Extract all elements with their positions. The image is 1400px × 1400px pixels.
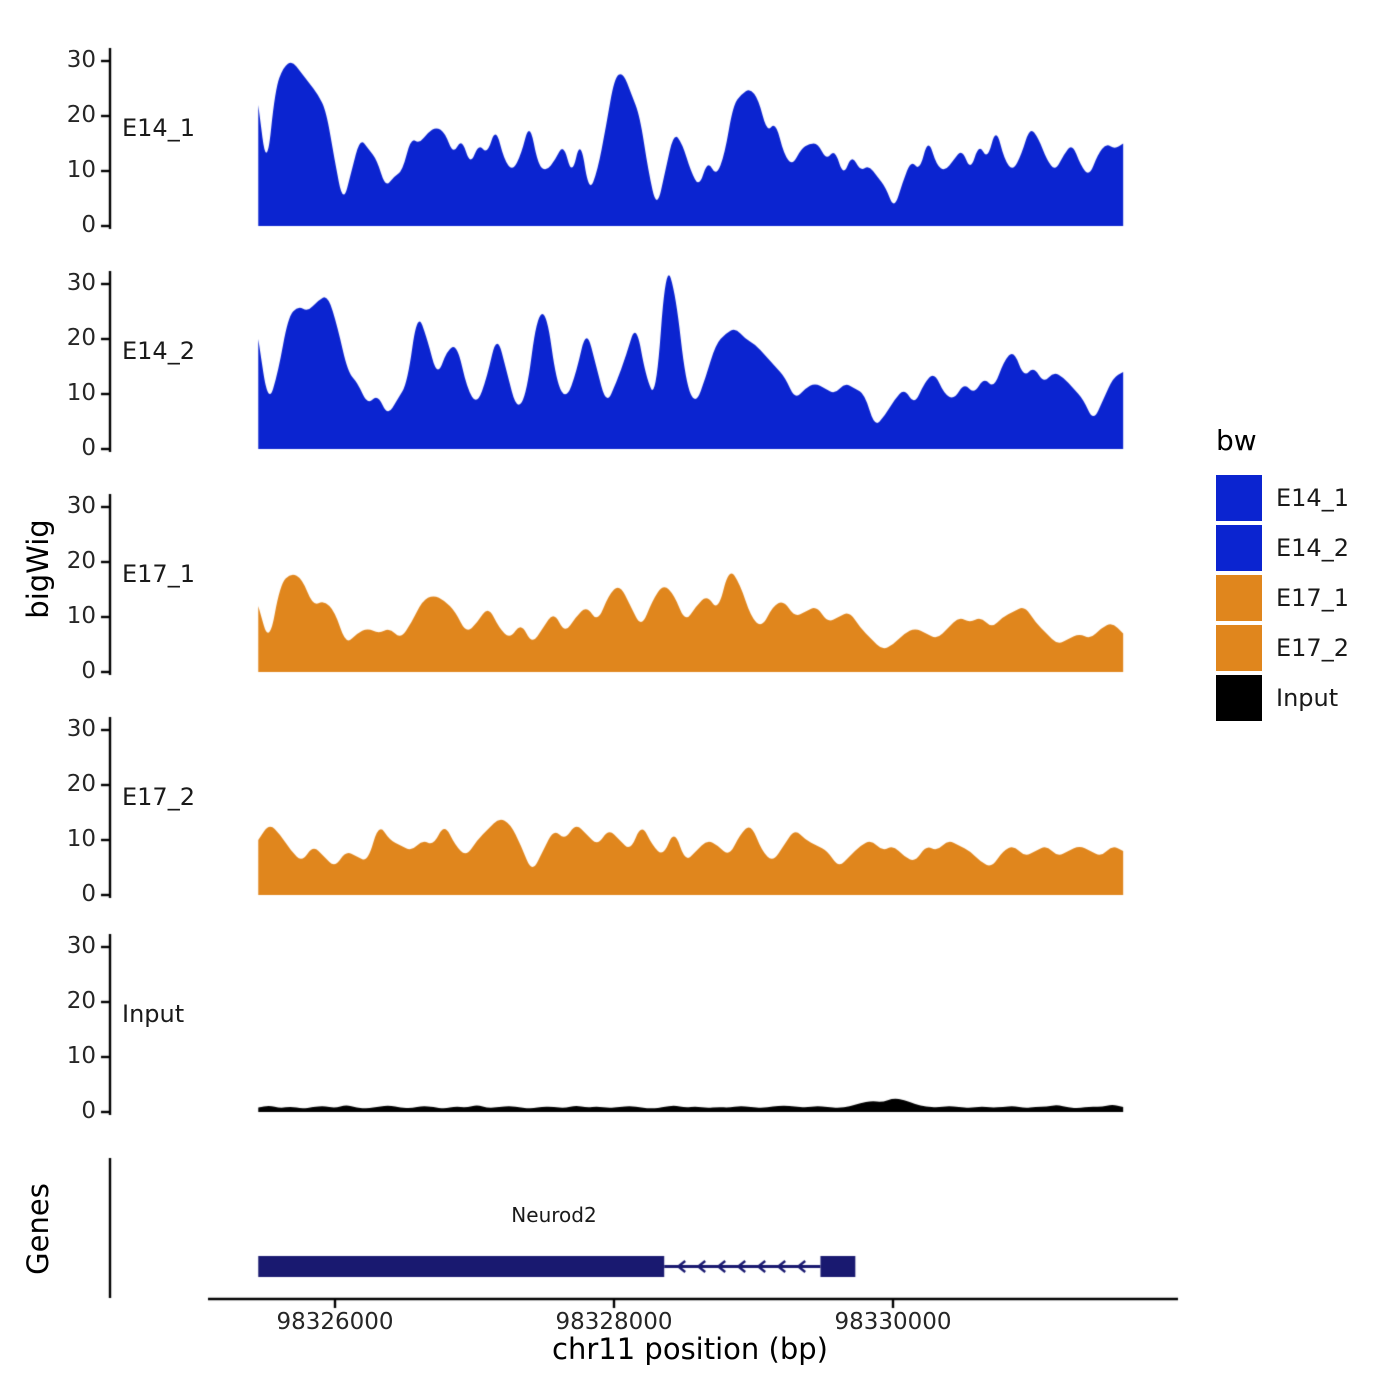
legend-title: bw <box>1216 424 1257 457</box>
legend-label-e17_2: E17_2 <box>1276 634 1349 662</box>
track-label-e14_2: E14_2 <box>122 337 195 365</box>
y-axis-tick-label: 20 <box>66 548 96 574</box>
y-axis-tick-label: 20 <box>66 771 96 797</box>
track-label-e17_1: E17_1 <box>122 560 195 588</box>
x-axis-tick-label: 98326000 <box>276 1309 394 1335</box>
x-axis-title: chr11 position (bp) <box>552 1332 828 1366</box>
y-axis-tick-label: 30 <box>66 47 96 73</box>
y-axis-tick-label: 10 <box>66 826 96 852</box>
y-axis-tick-label: 0 <box>81 435 96 461</box>
legend-entries: E14_1 E14_2 E17_1 E17_2 Input <box>1216 475 1349 721</box>
y-axis-tick-label: 20 <box>66 988 96 1014</box>
y-axis-title-genes: Genes <box>21 1183 55 1275</box>
track-label-e14_1: E14_1 <box>122 114 195 142</box>
track-label-e17_2: E17_2 <box>122 783 195 811</box>
legend-swatch-e14_2 <box>1216 525 1262 571</box>
legend-entry-e14_2: E14_2 <box>1216 525 1349 571</box>
y-axis-tick-label: 0 <box>81 881 96 907</box>
legend-swatch-input <box>1216 675 1262 721</box>
legend-entry-e14_1: E14_1 <box>1216 475 1349 521</box>
x-axis-tick-label: 98330000 <box>834 1309 952 1335</box>
y-axis-tick-label: 0 <box>81 212 96 238</box>
y-axis-tick-label: 10 <box>66 603 96 629</box>
y-axis-tick-label: 0 <box>81 658 96 684</box>
x-axis-tick-label: 98328000 <box>555 1309 673 1335</box>
y-axis-tick-label: 0 <box>81 1098 96 1124</box>
legend-swatch-e17_1 <box>1216 575 1262 621</box>
y-axis-tick-label: 10 <box>66 1043 96 1069</box>
legend: bw E14_1 E14_2 E17_1 E17_2 Input <box>1216 424 1349 725</box>
y-axis-tick-label: 30 <box>66 270 96 296</box>
legend-entry-e17_2: E17_2 <box>1216 625 1349 671</box>
y-axis-tick-label: 10 <box>66 157 96 183</box>
legend-label-e14_2: E14_2 <box>1276 534 1349 562</box>
y-axis-tick-label: 30 <box>66 716 96 742</box>
gene-label-neurod2: Neurod2 <box>511 1203 597 1227</box>
y-axis-tick-label: 20 <box>66 102 96 128</box>
legend-entry-e17_1: E17_1 <box>1216 575 1349 621</box>
y-axis-tick-label: 30 <box>66 493 96 519</box>
y-axis-tick-label: 10 <box>66 380 96 406</box>
legend-swatch-e14_1 <box>1216 475 1262 521</box>
legend-label-e17_1: E17_1 <box>1276 584 1349 612</box>
legend-swatch-e17_2 <box>1216 625 1262 671</box>
legend-label-input: Input <box>1276 684 1339 712</box>
track-label-input: Input <box>122 1000 185 1028</box>
y-axis-tick-label: 30 <box>66 933 96 959</box>
y-axis-tick-label: 20 <box>66 325 96 351</box>
legend-label-e14_1: E14_1 <box>1276 484 1349 512</box>
legend-entry-input: Input <box>1216 675 1349 721</box>
